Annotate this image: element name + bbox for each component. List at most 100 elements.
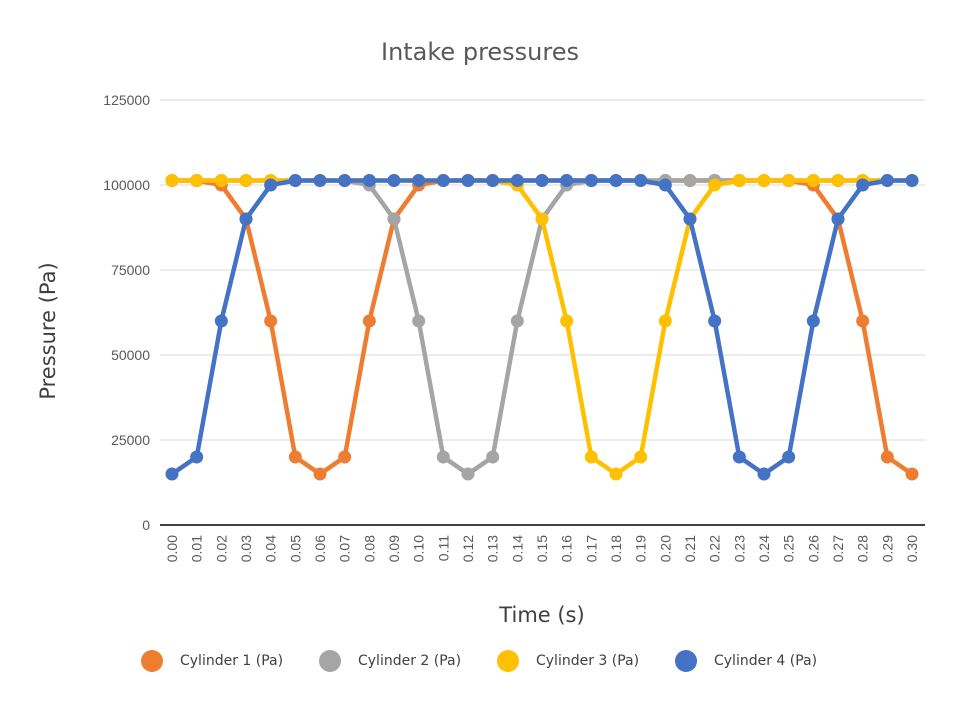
- y-tick-label: 0: [142, 517, 150, 533]
- data-point: [239, 173, 253, 187]
- data-point: [905, 173, 919, 187]
- data-point: [264, 178, 278, 192]
- x-tick-label: 0.25: [781, 535, 797, 562]
- data-point: [905, 467, 919, 481]
- y-tick-label: 25000: [111, 432, 150, 448]
- legend-entry: Cylinder 4 (Pa): [675, 650, 817, 672]
- data-point: [856, 178, 870, 192]
- data-point: [658, 314, 672, 328]
- x-tick-label: 0.03: [238, 535, 254, 562]
- data-point: [412, 314, 426, 328]
- data-point: [436, 173, 450, 187]
- data-point: [634, 173, 648, 187]
- data-point: [412, 173, 426, 187]
- x-tick-label: 0.11: [435, 535, 451, 561]
- y-axis-title: Pressure (Pa): [36, 262, 60, 399]
- y-tick-label: 100000: [103, 177, 150, 193]
- x-tick-label: 0.04: [263, 535, 279, 562]
- data-point: [782, 450, 796, 464]
- data-point: [757, 173, 771, 187]
- data-point: [535, 212, 549, 226]
- x-tick-label: 0.20: [657, 535, 673, 562]
- data-point: [609, 467, 623, 481]
- data-point: [461, 173, 475, 187]
- x-tick-label: 0.13: [485, 535, 501, 562]
- x-axis-ticks: 0.00 0.01 0.02 0.03 0.04 0.05 0.06 0.07 0.08 0.09…: [164, 535, 920, 562]
- data-point: [856, 314, 870, 328]
- data-point: [436, 450, 450, 464]
- x-tick-label: 0.18: [608, 535, 624, 562]
- data-point: [387, 212, 401, 226]
- legend-marker: [319, 650, 341, 672]
- data-point: [708, 314, 722, 328]
- x-tick-label: 0.02: [213, 535, 229, 562]
- data-point: [806, 173, 820, 187]
- data-point: [510, 314, 524, 328]
- data-point: [165, 467, 179, 481]
- legend-marker: [497, 650, 519, 672]
- data-point: [831, 173, 845, 187]
- data-point: [683, 173, 697, 187]
- data-point: [461, 467, 475, 481]
- data-point: [609, 173, 623, 187]
- data-point: [288, 173, 302, 187]
- data-series: [165, 173, 919, 481]
- data-point: [560, 314, 574, 328]
- x-tick-label: 0.15: [534, 535, 550, 562]
- data-point: [313, 173, 327, 187]
- data-point: [362, 173, 376, 187]
- data-point: [387, 173, 401, 187]
- data-point: [362, 314, 376, 328]
- data-point: [732, 173, 746, 187]
- x-tick-label: 0.26: [805, 535, 821, 562]
- x-tick-label: 0.00: [164, 535, 180, 562]
- data-point: [190, 450, 204, 464]
- x-tick-label: 0.12: [460, 535, 476, 562]
- y-tick-label: 50000: [111, 347, 150, 363]
- data-point: [190, 173, 204, 187]
- legend-marker: [675, 650, 697, 672]
- y-tick-label: 75000: [111, 262, 150, 278]
- data-point: [313, 467, 327, 481]
- data-point: [560, 173, 574, 187]
- data-point: [338, 173, 352, 187]
- x-tick-label: 0.21: [682, 535, 698, 562]
- x-tick-label: 0.30: [904, 535, 920, 562]
- x-tick-label: 0.16: [559, 535, 575, 562]
- data-point: [806, 314, 820, 328]
- data-point: [732, 450, 746, 464]
- x-tick-label: 0.27: [830, 535, 846, 562]
- x-tick-label: 0.22: [707, 535, 723, 562]
- legend-entry: Cylinder 1 (Pa): [141, 650, 283, 672]
- y-tick-label: 125000: [103, 92, 150, 108]
- x-tick-label: 0.19: [633, 535, 649, 562]
- data-point: [486, 173, 500, 187]
- data-point: [288, 450, 302, 464]
- legend-label: Cylinder 4 (Pa): [714, 653, 817, 669]
- data-point: [757, 467, 771, 481]
- data-point: [264, 314, 278, 328]
- x-tick-label: 0.24: [756, 535, 772, 562]
- x-tick-label: 0.05: [287, 535, 303, 562]
- x-tick-label: 0.01: [189, 535, 205, 562]
- x-tick-label: 0.17: [583, 535, 599, 562]
- series-4: [165, 173, 919, 481]
- x-tick-label: 0.14: [509, 535, 525, 562]
- legend-label: Cylinder 3 (Pa): [536, 653, 639, 669]
- data-point: [338, 450, 352, 464]
- x-tick-label: 0.08: [361, 535, 377, 562]
- data-point: [214, 173, 228, 187]
- data-point: [683, 212, 697, 226]
- data-point: [831, 212, 845, 226]
- legend-entry: Cylinder 3 (Pa): [497, 650, 639, 672]
- data-point: [880, 450, 894, 464]
- x-tick-label: 0.10: [411, 535, 427, 562]
- data-point: [708, 178, 722, 192]
- data-point: [239, 212, 253, 226]
- x-tick-label: 0.23: [731, 535, 747, 562]
- data-point: [165, 173, 179, 187]
- x-axis-title: Time (s): [498, 603, 584, 627]
- legend-marker: [141, 650, 163, 672]
- legend: Cylinder 1 (Pa) Cylinder 2 (Pa) Cylinder 3…: [141, 650, 817, 672]
